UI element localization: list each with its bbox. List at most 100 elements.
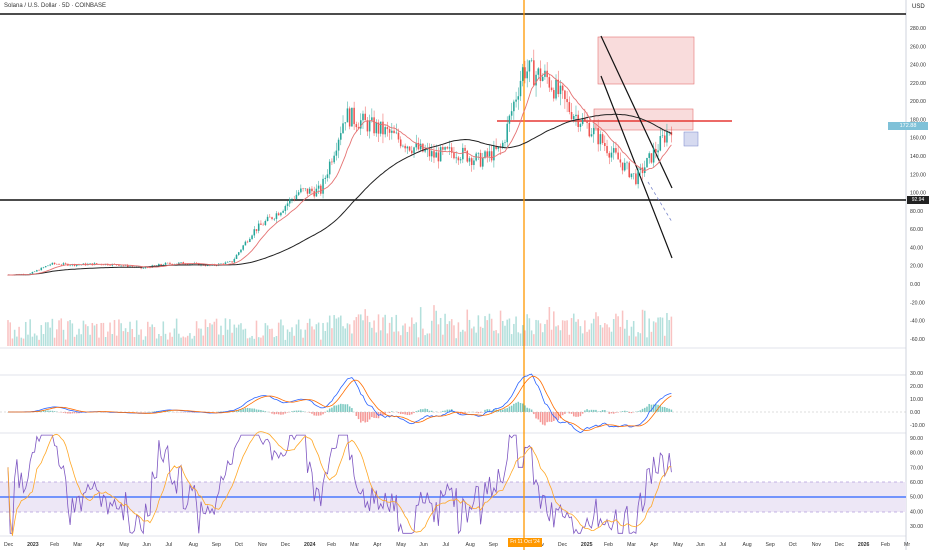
candle-body xyxy=(560,86,562,94)
volume-bar xyxy=(109,323,111,346)
macd-histogram-bar xyxy=(318,412,320,416)
macd-histogram-bar xyxy=(447,410,449,412)
macd-histogram-bar xyxy=(642,409,644,412)
volume-bar xyxy=(249,338,251,346)
candle-body xyxy=(120,266,122,267)
candle-body xyxy=(254,229,256,235)
volume-bar xyxy=(320,340,322,346)
volume-bar xyxy=(287,329,289,346)
volume-bar xyxy=(154,327,156,346)
volume-bar xyxy=(440,318,442,346)
volume-bar xyxy=(80,334,82,346)
volume-bar xyxy=(191,339,193,346)
time-tick-label: Apr xyxy=(373,542,381,548)
candle-body xyxy=(165,263,167,265)
volume-bar xyxy=(7,320,9,346)
macd-histogram-bar xyxy=(595,410,597,412)
volume-bar xyxy=(185,337,187,346)
macd-histogram-bar xyxy=(526,408,528,412)
volume-bar xyxy=(36,335,38,346)
volume-bar xyxy=(442,335,444,346)
candle-body xyxy=(575,115,577,116)
macd-histogram-bar xyxy=(302,411,304,412)
time-tick-label: Apr xyxy=(96,542,104,548)
candle-body xyxy=(442,147,444,150)
volume-bar xyxy=(96,324,98,346)
volume-bar xyxy=(351,333,353,346)
macd-histogram-bar xyxy=(577,412,579,417)
macd-histogram-bar xyxy=(256,409,258,412)
candle-body xyxy=(571,112,573,119)
volume-bar xyxy=(118,319,120,346)
volume-bar xyxy=(100,323,102,346)
volume-bar xyxy=(555,326,557,346)
candle-body xyxy=(633,173,635,174)
candle-body xyxy=(351,108,353,127)
volume-bar xyxy=(600,325,602,346)
time-tick-label: 2024 xyxy=(304,542,316,548)
candle-body xyxy=(591,134,593,136)
macd-histogram-bar xyxy=(582,412,584,414)
volume-bar xyxy=(424,335,426,346)
volume-bar xyxy=(495,330,497,346)
candle-body xyxy=(449,147,451,148)
volume-bar xyxy=(145,336,147,346)
volume-bar xyxy=(380,330,382,346)
candle-body xyxy=(36,270,38,271)
candle-body xyxy=(258,224,260,231)
volume-bar xyxy=(569,335,571,346)
candle-body xyxy=(549,77,551,87)
candle-body xyxy=(555,80,557,99)
currency-label[interactable]: USD xyxy=(912,4,925,10)
volume-bar xyxy=(251,336,253,346)
volume-bar xyxy=(531,330,533,346)
candle-body xyxy=(666,132,668,143)
macd-histogram-bar xyxy=(313,412,315,415)
volume-bars xyxy=(7,305,672,346)
candle-body xyxy=(362,114,364,121)
volume-bar xyxy=(131,329,133,346)
candle-body xyxy=(145,267,147,268)
volume-bar xyxy=(271,329,273,346)
volume-bar xyxy=(69,320,71,346)
volume-bar xyxy=(123,331,125,346)
volume-bar xyxy=(311,326,313,346)
candle-body xyxy=(455,157,457,158)
candle-body xyxy=(604,143,606,146)
macd-histogram-bar xyxy=(258,410,260,412)
volume-bar xyxy=(353,320,355,346)
volume-bar xyxy=(202,336,204,346)
macd-histogram-bar xyxy=(260,410,262,412)
volume-bar xyxy=(209,323,211,346)
volume-bar xyxy=(407,332,409,346)
volume-bar xyxy=(367,316,369,346)
macd-histogram-bar xyxy=(513,404,515,412)
volume-bar xyxy=(16,337,18,346)
volume-bar xyxy=(455,338,457,346)
time-tick-label: Aug xyxy=(742,542,751,548)
time-tick-label: Nov xyxy=(812,542,822,548)
volume-bar xyxy=(513,324,515,346)
macd-histogram-bar xyxy=(333,406,335,412)
candle-body xyxy=(631,174,633,178)
candle-body xyxy=(608,153,610,157)
candle-body xyxy=(260,224,262,225)
trendline-lower[interactable] xyxy=(601,76,672,258)
macd-histogram-bar xyxy=(546,412,548,422)
macd-histogram-bar xyxy=(427,409,429,412)
candle-body xyxy=(256,229,258,231)
candle-body xyxy=(628,163,630,178)
price-tick-label: 240.00 xyxy=(910,63,926,69)
macd-histogram-bar xyxy=(347,404,349,412)
candle-body xyxy=(291,199,293,200)
candle-body xyxy=(626,163,628,164)
macd-histogram-bar xyxy=(358,412,360,419)
volume-bar xyxy=(316,324,318,346)
volume-bar xyxy=(564,321,566,346)
volume-bar xyxy=(462,330,464,346)
volume-bar xyxy=(254,339,256,346)
macd-histogram-bar xyxy=(591,410,593,412)
projection-box[interactable] xyxy=(684,132,698,146)
candle-body xyxy=(646,158,648,167)
